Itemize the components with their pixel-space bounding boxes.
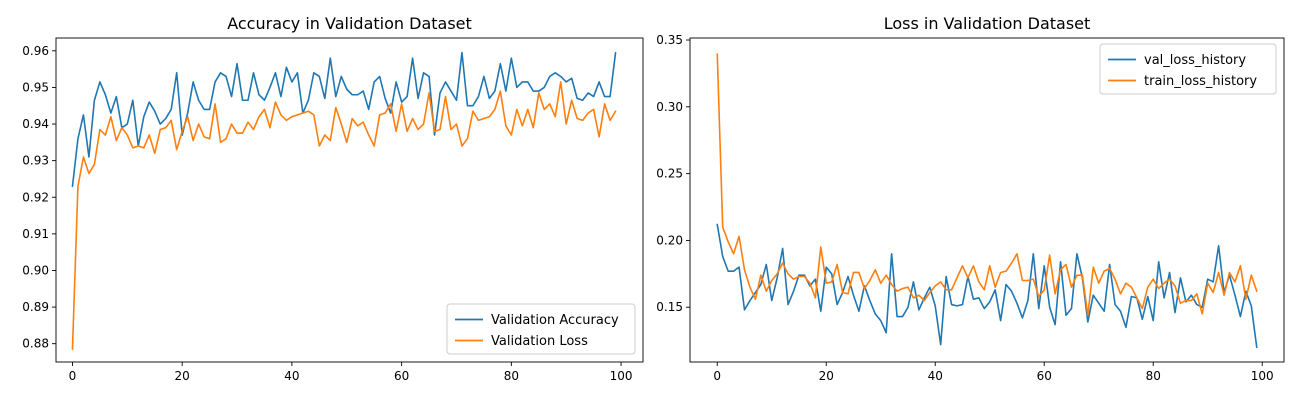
- x-tick-label: 20: [175, 369, 190, 383]
- x-tick-label: 40: [284, 369, 299, 383]
- y-tick-label: 0.96: [22, 44, 49, 58]
- y-tick-label: 0.35: [656, 33, 683, 47]
- y-tick-label: 0.20: [656, 233, 683, 247]
- legend: Validation Accuracy Validation Loss: [446, 303, 636, 355]
- chart-title: Accuracy in Validation Dataset: [227, 14, 472, 33]
- x-tick-label: 0: [69, 369, 77, 383]
- x-tick-label: 20: [819, 369, 834, 383]
- legend-label: train_loss_history: [1144, 74, 1257, 89]
- y-tick-label: 0.15: [656, 300, 683, 314]
- x-tick-label: 40: [928, 369, 943, 383]
- x-tick-label: 100: [1251, 369, 1274, 383]
- series-line-validation-loss: [71, 81, 617, 350]
- chart-panel-1: Accuracy in Validation Dataset 0 20 40 60 80 1…: [22, 14, 644, 383]
- x-tick-label: 80: [1146, 369, 1161, 383]
- chart-title: Loss in Validation Dataset: [884, 14, 1091, 33]
- y-tick-label: 0.93: [22, 154, 49, 168]
- y-tick-label: 0.25: [656, 167, 683, 181]
- y-tick-label: 0.88: [22, 337, 49, 351]
- x-tick-label: 60: [394, 369, 409, 383]
- x-tick-label: 60: [1037, 369, 1052, 383]
- series-line-train-loss-history: [716, 53, 1258, 317]
- legend-label: Validation Loss: [491, 334, 588, 349]
- chart-panel-2: Loss in Validation Dataset 0 20 40 60 80 100 0.…: [656, 14, 1285, 383]
- x-tick-label: 80: [504, 369, 519, 383]
- y-tick-label: 0.95: [22, 80, 49, 94]
- axes-frame: [689, 37, 1285, 363]
- y-tick-label: 0.91: [22, 227, 49, 241]
- y-tick-label: 0.30: [656, 100, 683, 114]
- legend-label: val_loss_history: [1144, 53, 1246, 68]
- legend: val_loss_history train_loss_history: [1099, 43, 1277, 95]
- y-tick-label: 0.94: [22, 117, 49, 131]
- y-tick-label: 0.89: [22, 300, 49, 314]
- y-tick-label: 0.90: [22, 263, 49, 277]
- x-tick-label: 0: [713, 369, 721, 383]
- legend-label: Validation Accuracy: [491, 313, 619, 328]
- legend-box: [1099, 43, 1277, 95]
- axes-frame: [55, 37, 644, 363]
- series-line-validation-accuracy: [71, 51, 617, 188]
- legend-box: [446, 303, 636, 355]
- x-tick-label: 100: [610, 369, 633, 383]
- y-tick-label: 0.92: [22, 190, 49, 204]
